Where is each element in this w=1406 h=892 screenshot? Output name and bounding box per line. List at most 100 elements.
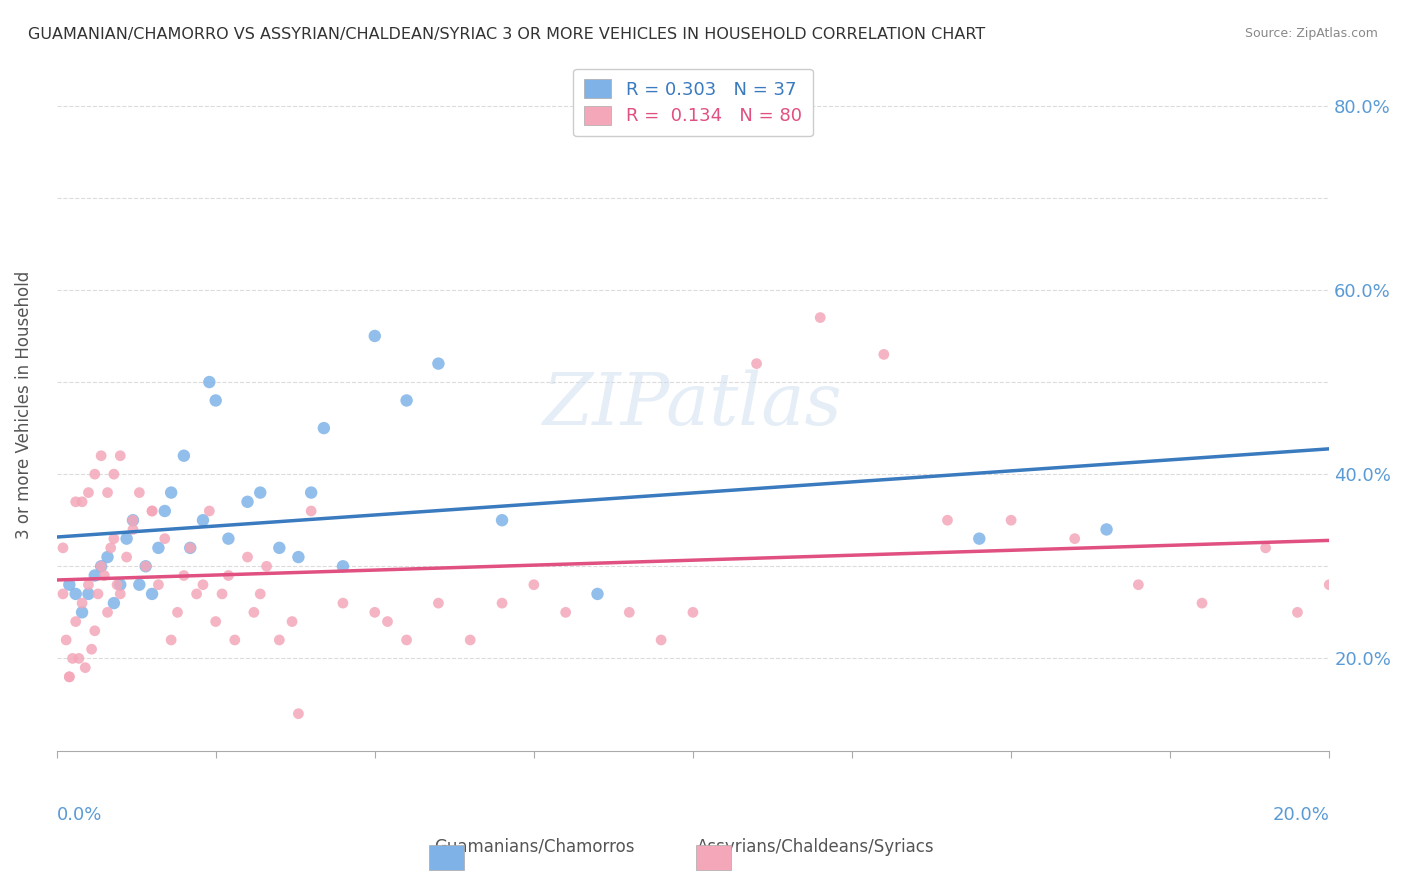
Point xyxy=(70,495,93,509)
Point xyxy=(491,596,513,610)
Point xyxy=(70,596,93,610)
Point xyxy=(90,449,112,463)
Point xyxy=(236,550,259,565)
Text: 20.0%: 20.0% xyxy=(1272,805,1329,824)
Point xyxy=(105,578,128,592)
Point xyxy=(77,587,100,601)
Point xyxy=(395,393,418,408)
Point xyxy=(249,485,271,500)
Point xyxy=(287,706,309,721)
Point xyxy=(873,347,896,361)
Point xyxy=(364,329,387,343)
Point xyxy=(191,578,214,592)
Point xyxy=(249,587,271,601)
Point xyxy=(204,615,226,629)
Point xyxy=(287,550,309,565)
Point xyxy=(115,532,138,546)
Point xyxy=(1000,513,1022,527)
Text: ZIPatlas: ZIPatlas xyxy=(543,370,842,441)
Point xyxy=(179,541,201,555)
Point xyxy=(364,605,387,619)
Point xyxy=(65,587,87,601)
Point xyxy=(179,541,201,555)
Point xyxy=(236,495,259,509)
Point xyxy=(1128,578,1150,592)
Point xyxy=(83,467,105,482)
Point xyxy=(1286,605,1309,619)
Point xyxy=(75,660,97,674)
Point xyxy=(96,605,118,619)
Point xyxy=(58,578,80,592)
Text: Assyrians/Chaldeans/Syriacs: Assyrians/Chaldeans/Syriacs xyxy=(696,838,935,855)
Point xyxy=(110,449,132,463)
Point xyxy=(93,568,115,582)
Point xyxy=(269,541,291,555)
Point xyxy=(141,504,163,518)
Point xyxy=(427,357,450,371)
Point xyxy=(299,504,322,518)
Point xyxy=(1095,523,1118,537)
Point xyxy=(96,485,118,500)
Point xyxy=(153,504,176,518)
Point xyxy=(808,310,831,325)
Point xyxy=(65,615,87,629)
Point xyxy=(115,550,138,565)
Point xyxy=(745,357,768,371)
Point xyxy=(458,632,481,647)
Point xyxy=(554,605,576,619)
Point xyxy=(1254,541,1277,555)
Point xyxy=(969,532,991,546)
Point xyxy=(87,587,110,601)
Point xyxy=(90,559,112,574)
Y-axis label: 3 or more Vehicles in Household: 3 or more Vehicles in Household xyxy=(15,271,32,539)
Point xyxy=(122,513,145,527)
Point xyxy=(65,495,87,509)
Point xyxy=(153,532,176,546)
Point xyxy=(1063,532,1085,546)
Text: GUAMANIAN/CHAMORRO VS ASSYRIAN/CHALDEAN/SYRIAC 3 OR MORE VEHICLES IN HOUSEHOLD C: GUAMANIAN/CHAMORRO VS ASSYRIAN/CHALDEAN/… xyxy=(28,27,986,42)
Point xyxy=(135,559,157,574)
Point xyxy=(427,596,450,610)
Point xyxy=(52,587,75,601)
Point xyxy=(650,632,672,647)
Point xyxy=(299,485,322,500)
Point xyxy=(160,485,183,500)
Point xyxy=(62,651,84,665)
Text: Guamanians/Chamorros: Guamanians/Chamorros xyxy=(434,838,634,855)
Point xyxy=(135,559,157,574)
Text: Source: ZipAtlas.com: Source: ZipAtlas.com xyxy=(1244,27,1378,40)
Point xyxy=(395,632,418,647)
Point xyxy=(148,578,170,592)
Point xyxy=(148,541,170,555)
Point xyxy=(173,568,195,582)
Point xyxy=(1317,578,1340,592)
Point xyxy=(103,596,125,610)
Point xyxy=(217,568,239,582)
Point xyxy=(204,393,226,408)
Point xyxy=(332,596,354,610)
Point xyxy=(128,485,150,500)
Point xyxy=(256,559,278,574)
Point xyxy=(77,578,100,592)
Point xyxy=(160,632,183,647)
Point xyxy=(110,587,132,601)
Point xyxy=(211,587,233,601)
Point xyxy=(198,375,221,389)
Point xyxy=(1191,596,1213,610)
Point xyxy=(58,670,80,684)
Point xyxy=(83,624,105,638)
Point xyxy=(191,513,214,527)
Point xyxy=(122,523,145,537)
Point xyxy=(682,605,704,619)
Point xyxy=(90,559,112,574)
Point xyxy=(52,541,75,555)
Point xyxy=(332,559,354,574)
Point xyxy=(77,485,100,500)
Point xyxy=(198,504,221,518)
Text: 0.0%: 0.0% xyxy=(56,805,103,824)
Point xyxy=(936,513,959,527)
Point xyxy=(110,578,132,592)
Point xyxy=(224,632,246,647)
Point xyxy=(83,568,105,582)
Point xyxy=(141,587,163,601)
